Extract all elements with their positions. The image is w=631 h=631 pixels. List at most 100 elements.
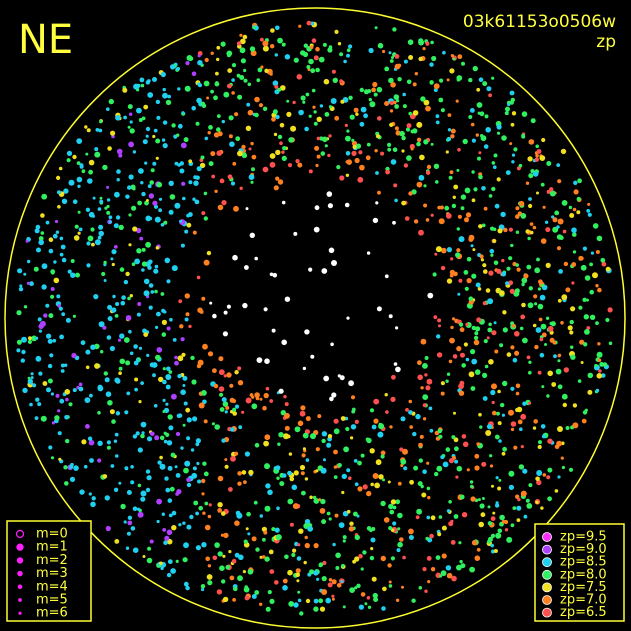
star <box>221 200 227 206</box>
star <box>68 402 73 407</box>
star <box>160 71 166 78</box>
star <box>459 494 465 500</box>
star <box>445 150 449 154</box>
star <box>507 102 511 107</box>
star <box>269 161 276 168</box>
star <box>561 465 566 470</box>
star <box>372 473 379 479</box>
star <box>328 247 335 254</box>
star <box>175 559 179 564</box>
star <box>371 576 377 582</box>
star <box>262 40 269 47</box>
star <box>525 498 530 503</box>
star <box>304 329 310 335</box>
star <box>41 193 48 200</box>
star <box>76 138 83 145</box>
star <box>102 474 108 479</box>
star <box>496 124 502 130</box>
star <box>247 569 254 575</box>
star <box>168 209 174 215</box>
star <box>525 181 530 185</box>
star <box>230 181 236 186</box>
star <box>50 294 55 299</box>
star <box>94 363 100 369</box>
star <box>180 446 184 450</box>
star <box>339 52 344 57</box>
star <box>338 522 345 528</box>
star <box>468 296 474 302</box>
star <box>370 482 375 487</box>
star <box>113 439 118 443</box>
star <box>123 115 127 120</box>
star <box>582 297 587 302</box>
star <box>180 243 185 248</box>
star <box>130 526 136 531</box>
star <box>418 586 423 590</box>
star <box>147 184 152 189</box>
star <box>25 239 29 243</box>
star <box>155 156 159 160</box>
star <box>433 315 438 320</box>
star <box>457 148 461 152</box>
star <box>534 344 539 350</box>
star <box>313 226 320 233</box>
star <box>446 247 452 253</box>
star <box>510 427 515 432</box>
star <box>377 116 382 121</box>
star <box>23 272 27 276</box>
star <box>313 121 318 126</box>
star <box>392 147 398 152</box>
star <box>540 323 547 330</box>
star <box>426 164 432 170</box>
star <box>441 247 447 254</box>
star <box>560 321 564 325</box>
star <box>545 262 551 268</box>
star <box>304 542 310 549</box>
star <box>27 339 32 344</box>
star <box>470 122 475 127</box>
star <box>605 266 611 272</box>
star <box>496 131 501 135</box>
star <box>334 29 339 34</box>
star <box>296 579 300 583</box>
star <box>219 407 225 412</box>
star <box>445 565 452 571</box>
star <box>474 465 480 471</box>
star <box>269 272 274 277</box>
star <box>544 343 547 346</box>
star <box>28 336 32 341</box>
legend-marker <box>542 557 552 568</box>
star <box>409 479 414 485</box>
star <box>193 180 199 186</box>
star <box>166 529 173 536</box>
star <box>346 129 350 133</box>
star <box>284 425 290 431</box>
star <box>169 486 175 492</box>
star <box>132 187 136 191</box>
star <box>183 467 189 474</box>
star <box>152 77 157 82</box>
star <box>208 161 214 167</box>
star <box>471 273 477 279</box>
star <box>71 352 77 359</box>
star <box>492 511 496 515</box>
star <box>400 416 406 422</box>
star <box>541 137 546 143</box>
star <box>561 200 568 206</box>
star <box>487 327 493 333</box>
star <box>446 278 453 284</box>
star <box>374 26 378 30</box>
star <box>432 272 437 277</box>
star <box>480 512 486 518</box>
star <box>50 456 55 460</box>
star <box>324 112 330 117</box>
star <box>21 336 27 343</box>
star <box>425 105 431 112</box>
star <box>376 86 383 93</box>
star <box>169 194 176 200</box>
star <box>380 454 385 459</box>
star <box>154 289 158 294</box>
star <box>118 366 123 371</box>
star <box>155 325 159 329</box>
star <box>323 458 326 462</box>
